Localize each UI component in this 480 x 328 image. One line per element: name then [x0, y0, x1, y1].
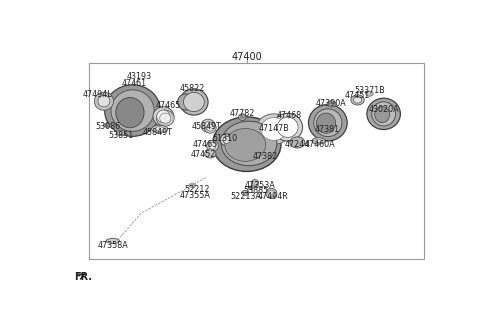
Ellipse shape: [94, 92, 114, 110]
Ellipse shape: [251, 179, 259, 186]
Text: 53885: 53885: [244, 186, 269, 195]
Text: 47782: 47782: [229, 109, 255, 118]
Circle shape: [106, 124, 109, 126]
Text: 47465: 47465: [192, 140, 218, 150]
Text: 47358A: 47358A: [97, 241, 128, 251]
Text: 47460A: 47460A: [305, 140, 336, 149]
Ellipse shape: [180, 89, 208, 115]
Ellipse shape: [312, 138, 325, 144]
Circle shape: [330, 103, 334, 105]
Ellipse shape: [190, 183, 195, 187]
Text: 52212: 52212: [184, 185, 210, 194]
Ellipse shape: [239, 114, 246, 120]
Ellipse shape: [156, 110, 170, 123]
Text: 47147B: 47147B: [259, 124, 289, 133]
Text: 53371B: 53371B: [354, 86, 385, 95]
Ellipse shape: [204, 122, 216, 133]
Text: 45849T: 45849T: [143, 128, 172, 137]
Text: FR.: FR.: [74, 272, 92, 282]
Ellipse shape: [116, 97, 144, 128]
Text: 47355A: 47355A: [179, 191, 210, 200]
Text: 47400: 47400: [231, 51, 262, 62]
Text: 47390A: 47390A: [315, 98, 346, 108]
Text: 43193: 43193: [127, 72, 152, 81]
Ellipse shape: [353, 97, 362, 103]
Ellipse shape: [206, 140, 218, 152]
Circle shape: [240, 116, 244, 118]
Text: 47494L: 47494L: [83, 90, 112, 99]
Text: 45822: 45822: [180, 84, 205, 93]
Text: 51310: 51310: [212, 134, 237, 143]
Ellipse shape: [106, 238, 120, 243]
Circle shape: [190, 183, 195, 187]
Ellipse shape: [116, 130, 125, 135]
Ellipse shape: [223, 136, 230, 143]
Ellipse shape: [153, 107, 174, 126]
Text: 47451: 47451: [345, 91, 370, 100]
Ellipse shape: [104, 123, 111, 127]
Ellipse shape: [367, 98, 400, 130]
Ellipse shape: [366, 91, 373, 96]
Ellipse shape: [204, 122, 212, 130]
Text: 47494R: 47494R: [257, 192, 288, 201]
Ellipse shape: [375, 107, 390, 123]
Ellipse shape: [201, 119, 215, 132]
Circle shape: [249, 186, 253, 189]
Ellipse shape: [241, 190, 249, 195]
Ellipse shape: [314, 109, 342, 136]
Ellipse shape: [105, 85, 160, 136]
Text: 43020A: 43020A: [369, 105, 400, 114]
Ellipse shape: [220, 134, 233, 146]
Text: 53851: 53851: [109, 131, 134, 140]
Ellipse shape: [225, 129, 266, 161]
Ellipse shape: [315, 139, 322, 143]
Ellipse shape: [160, 113, 171, 123]
Ellipse shape: [204, 149, 216, 158]
Text: 47353A: 47353A: [245, 181, 276, 190]
Text: 47452: 47452: [191, 150, 216, 159]
Ellipse shape: [351, 95, 364, 105]
Ellipse shape: [372, 102, 396, 126]
Text: 47461: 47461: [122, 78, 147, 88]
Ellipse shape: [206, 124, 214, 131]
Text: 53086: 53086: [96, 122, 121, 131]
Ellipse shape: [156, 110, 174, 126]
Ellipse shape: [316, 113, 336, 133]
Bar: [89, 63, 424, 258]
Ellipse shape: [327, 101, 336, 107]
Ellipse shape: [248, 186, 253, 190]
Ellipse shape: [261, 118, 287, 140]
Ellipse shape: [98, 95, 110, 107]
Ellipse shape: [309, 105, 347, 141]
Text: 47468: 47468: [276, 111, 301, 120]
Ellipse shape: [268, 190, 275, 197]
Ellipse shape: [178, 94, 194, 110]
Ellipse shape: [209, 143, 216, 149]
Ellipse shape: [277, 117, 298, 137]
Text: 45849T: 45849T: [192, 122, 222, 131]
Text: 52213A: 52213A: [230, 192, 262, 201]
Ellipse shape: [290, 137, 305, 148]
Ellipse shape: [221, 121, 277, 166]
Text: 47381: 47381: [314, 125, 339, 134]
Ellipse shape: [266, 188, 277, 198]
Ellipse shape: [273, 113, 302, 141]
Ellipse shape: [256, 114, 292, 144]
Ellipse shape: [152, 125, 168, 133]
Ellipse shape: [155, 127, 165, 131]
Text: 47382: 47382: [252, 152, 278, 161]
Ellipse shape: [213, 117, 281, 172]
Ellipse shape: [111, 90, 154, 131]
Ellipse shape: [183, 92, 204, 112]
Text: 47465: 47465: [155, 101, 180, 110]
Text: 47244: 47244: [285, 140, 310, 149]
